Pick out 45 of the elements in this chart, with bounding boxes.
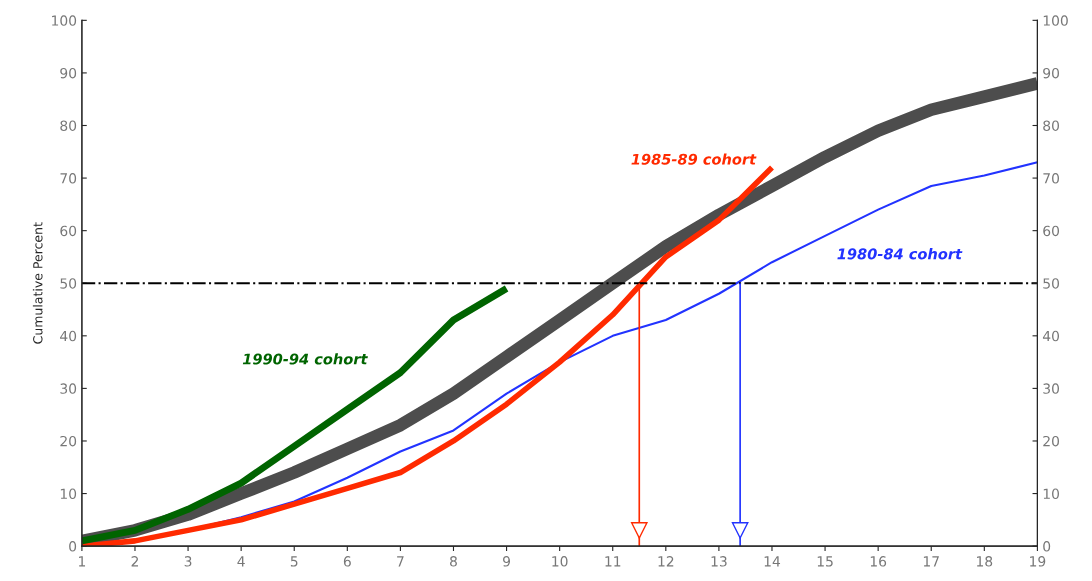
x-tick-label: 11 [605,556,621,567]
x-tick-label: 5 [290,556,298,567]
y2-tick-label: 10 [1043,488,1060,500]
x-tick-label: 8 [450,556,457,567]
y-tick-label: 40 [60,330,77,342]
y-axis-title: Cumulative Percent [32,222,43,344]
x-tick-label: 7 [397,556,404,567]
series-label: 1980-84 cohort [837,248,963,260]
y2-tick-label: 30 [1043,383,1060,394]
y-tick-label: 0 [69,541,77,552]
y-tick-label: 10 [60,488,77,500]
y2-tick-label: 0 [1043,541,1051,552]
x-tick-label: 4 [237,556,245,567]
y2-tick-label: 20 [1043,435,1060,447]
y-tick-label: 50 [60,278,77,289]
x-tick-label: 14 [764,556,781,567]
x-tick-label: 1 [79,556,86,567]
y2-tick-label: 80 [1043,120,1060,131]
series-label: 1990-94 cohort [242,353,368,365]
y-tick-label: 100 [52,15,77,26]
x-tick-label: 12 [658,556,674,567]
y-tick-label: 90 [60,67,77,79]
y2-tick-label: 100 [1043,15,1068,26]
y2-tick-label: 60 [1043,225,1060,237]
x-tick-label: 19 [1030,556,1046,567]
y-tick-label: 80 [60,120,77,131]
y-tick-label: 20 [60,435,77,447]
y-tick-label: 30 [60,383,77,394]
x-tick-label: 17 [923,556,939,567]
y2-tick-label: 90 [1043,67,1060,79]
x-tick-label: 15 [817,556,833,567]
series-label: 1985-89 cohort [631,153,757,165]
x-tick-label: 16 [870,556,887,567]
y2-tick-label: 50 [1043,278,1060,289]
y-tick-label: 70 [60,173,77,184]
x-tick-label: 6 [343,556,351,567]
x-tick-label: 2 [131,556,139,567]
x-tick-label: 3 [184,556,192,567]
y-tick-label: 60 [60,225,77,237]
y2-tick-label: 40 [1042,330,1060,342]
x-tick-label: 18 [977,556,993,567]
x-tick-label: 13 [711,556,727,567]
x-tick-label: 9 [503,556,511,567]
x-tick-label: 10 [552,556,568,567]
y2-tick-label: 70 [1043,173,1060,184]
